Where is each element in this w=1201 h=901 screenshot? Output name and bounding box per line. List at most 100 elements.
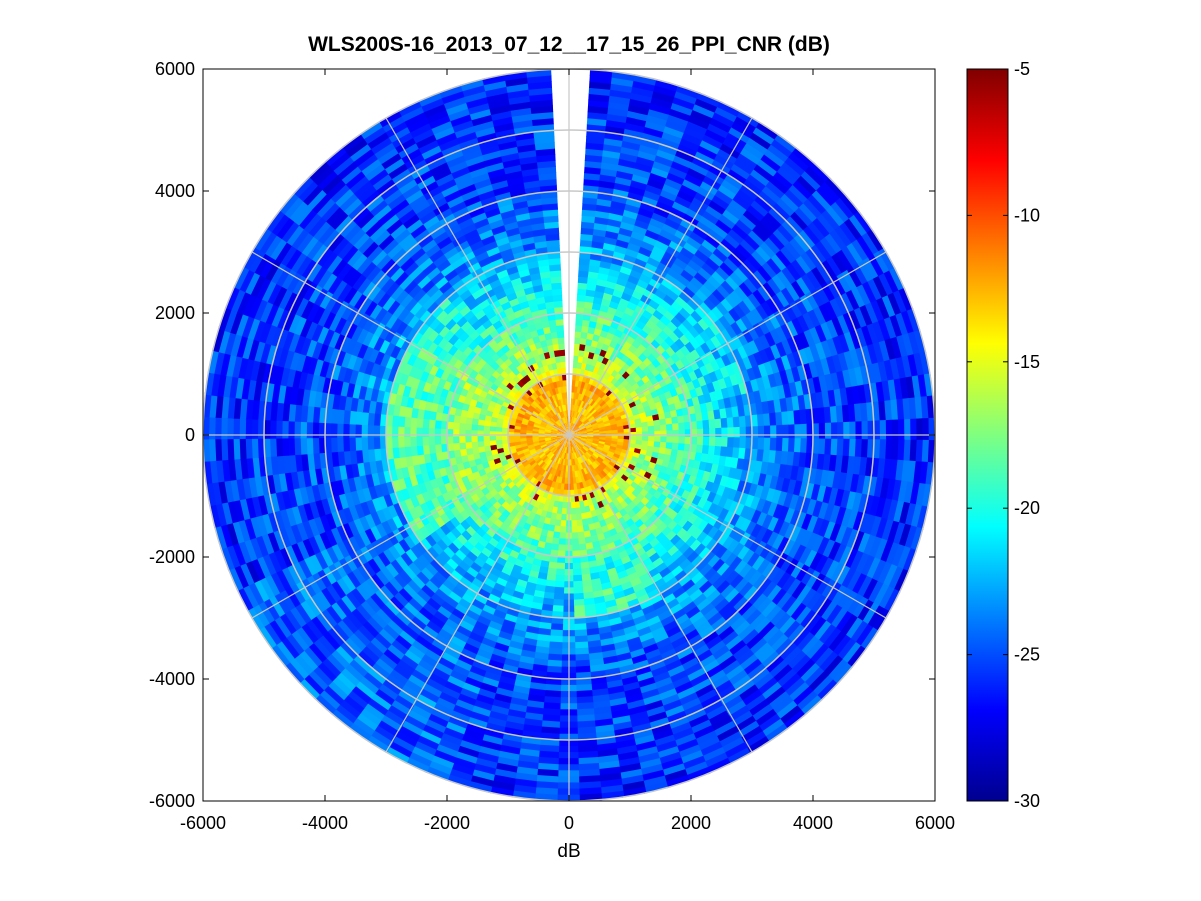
cnr-cell [570,422,574,430]
cnr-cell [576,386,582,394]
cnr-cell [660,189,679,203]
cnr-cell [588,416,595,422]
cnr-cell [639,273,653,285]
cnr-cell [689,231,707,246]
cnr-cell [861,345,873,368]
cnr-cell [898,287,914,314]
cnr-cell [867,343,879,367]
cnr-cell [856,235,875,260]
cnr-cell [618,271,631,282]
cnr-cell [653,84,679,98]
cnr-cell [573,427,580,432]
cnr-cell [727,228,746,246]
cnr-cell [895,312,910,338]
cnr-cell [580,381,586,389]
cnr-cell [719,143,743,160]
cnr-cell [731,248,749,265]
cnr-cell [636,278,650,290]
cnr-cell [678,429,686,438]
cnr-cell [647,178,667,191]
cnr-cell [571,416,575,424]
cnr-cell [694,249,711,264]
cnr-cell [584,166,603,175]
cnr-cell [776,166,799,187]
cnr-cell [617,233,633,244]
cnr-cell [586,404,593,412]
cnr-cell [574,432,582,434]
cnr-cell [576,361,583,370]
cnr-cell [616,422,624,428]
cnr-cell [574,429,581,433]
cnr-cell [711,224,730,240]
cnr-cell [733,426,741,439]
cnr-cell [746,174,768,193]
cnr-cell [572,424,577,431]
cnr-cell [581,408,587,416]
cnr-cell [689,162,711,177]
cnr-cell [631,263,646,275]
cnr-cell [788,184,810,205]
cnr-cell [728,126,752,145]
cnr-cell [711,270,727,286]
cnr-cell [737,345,749,361]
cnr-cell [226,415,234,440]
cnr-cell [632,224,649,236]
cnr-cell [603,420,611,425]
cnr-cell [701,262,717,277]
cnr-cell [612,188,631,199]
cnr-cell [839,222,859,245]
cnr-cell [776,424,784,440]
cnr-cell [697,375,708,388]
cnr-cell [631,86,656,98]
cnr-cell [855,421,863,442]
cnr-cell [851,239,870,263]
cnr-cell [751,250,768,268]
cnr-cell [807,194,828,216]
cnr-cell [750,307,765,325]
cnr-cell [807,309,822,329]
cnr-cell [771,274,788,293]
cnr-cell [592,234,607,244]
cnr-cell [666,212,685,226]
cnr-cell [711,400,721,412]
cnr-cell [585,423,592,428]
cnr-cell [627,104,652,116]
cnr-cell [591,410,599,417]
cnr-cell [657,283,672,296]
cnr-cell [609,206,626,217]
cnr-cell [571,385,576,393]
cnr-cell [709,322,722,337]
cnr-cell [575,411,580,419]
cnr-cell [773,371,784,388]
cnr-cell [780,193,801,214]
cnr-cell [623,253,638,265]
cnr-cell [590,308,601,317]
cnr-cell [743,234,762,252]
cnr-cell [571,416,574,424]
cnr-cell [803,198,824,220]
cnr-cell [666,172,687,186]
cnr-cell [721,179,742,196]
cnr-cell [692,322,706,336]
cnr-cell [686,281,701,295]
cnr-cell [654,430,662,437]
cnr-cell [730,163,753,181]
cnr-cell [622,134,644,146]
cnr-cell [686,120,710,136]
cnr-cell [636,431,643,437]
cnr-cell [775,341,788,359]
cnr-cell [703,279,718,295]
cnr-cell [595,396,603,404]
cnr-cell [667,114,691,128]
cnr-cell [916,418,924,443]
cnr-cell [664,177,684,192]
cnr-cell [660,430,668,438]
cnr-cell [650,408,659,417]
cnr-cell [729,395,739,409]
cnr-cell [570,422,573,430]
cnr-cell [562,605,575,613]
cnr-cell [704,362,716,375]
cnr-cell [843,350,856,372]
cnr-cell [574,431,582,434]
